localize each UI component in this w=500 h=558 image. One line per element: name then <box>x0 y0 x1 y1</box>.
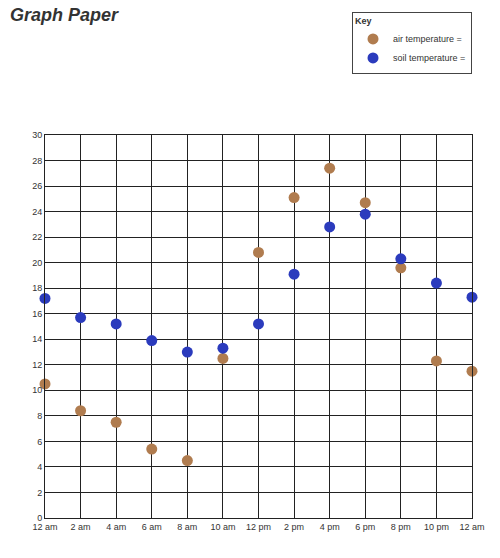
svg-text:20: 20 <box>32 258 42 268</box>
svg-text:6 am: 6 am <box>142 522 162 532</box>
svg-text:soil temperature =: soil temperature = <box>393 53 465 63</box>
svg-text:28: 28 <box>32 156 42 166</box>
svg-text:12: 12 <box>32 360 42 370</box>
svg-text:air temperature =: air temperature = <box>393 34 462 44</box>
svg-text:30: 30 <box>32 130 42 140</box>
svg-text:8 pm: 8 pm <box>391 522 411 532</box>
svg-text:6 pm: 6 pm <box>355 522 375 532</box>
svg-text:24: 24 <box>32 207 42 217</box>
svg-text:4 pm: 4 pm <box>320 522 340 532</box>
svg-text:8: 8 <box>37 411 42 421</box>
svg-text:14: 14 <box>32 334 42 344</box>
svg-text:2 am: 2 am <box>71 522 91 532</box>
svg-text:10: 10 <box>32 385 42 395</box>
svg-text:4: 4 <box>37 462 42 472</box>
svg-text:2: 2 <box>37 488 42 498</box>
svg-text:10 am: 10 am <box>210 522 235 532</box>
svg-text:22: 22 <box>32 232 42 242</box>
svg-text:16: 16 <box>32 309 42 319</box>
svg-text:4 am: 4 am <box>106 522 126 532</box>
svg-text:10 pm: 10 pm <box>424 522 449 532</box>
svg-text:18: 18 <box>32 283 42 293</box>
svg-text:26: 26 <box>32 181 42 191</box>
svg-text:Graph Paper: Graph Paper <box>10 5 119 25</box>
svg-text:8 am: 8 am <box>177 522 197 532</box>
svg-text:12 am: 12 am <box>459 522 484 532</box>
svg-text:2 pm: 2 pm <box>284 522 304 532</box>
svg-text:6: 6 <box>37 437 42 447</box>
svg-text:Key: Key <box>355 16 372 26</box>
svg-text:12 pm: 12 pm <box>246 522 271 532</box>
svg-text:0: 0 <box>37 513 42 523</box>
svg-text:12 am: 12 am <box>32 522 57 532</box>
